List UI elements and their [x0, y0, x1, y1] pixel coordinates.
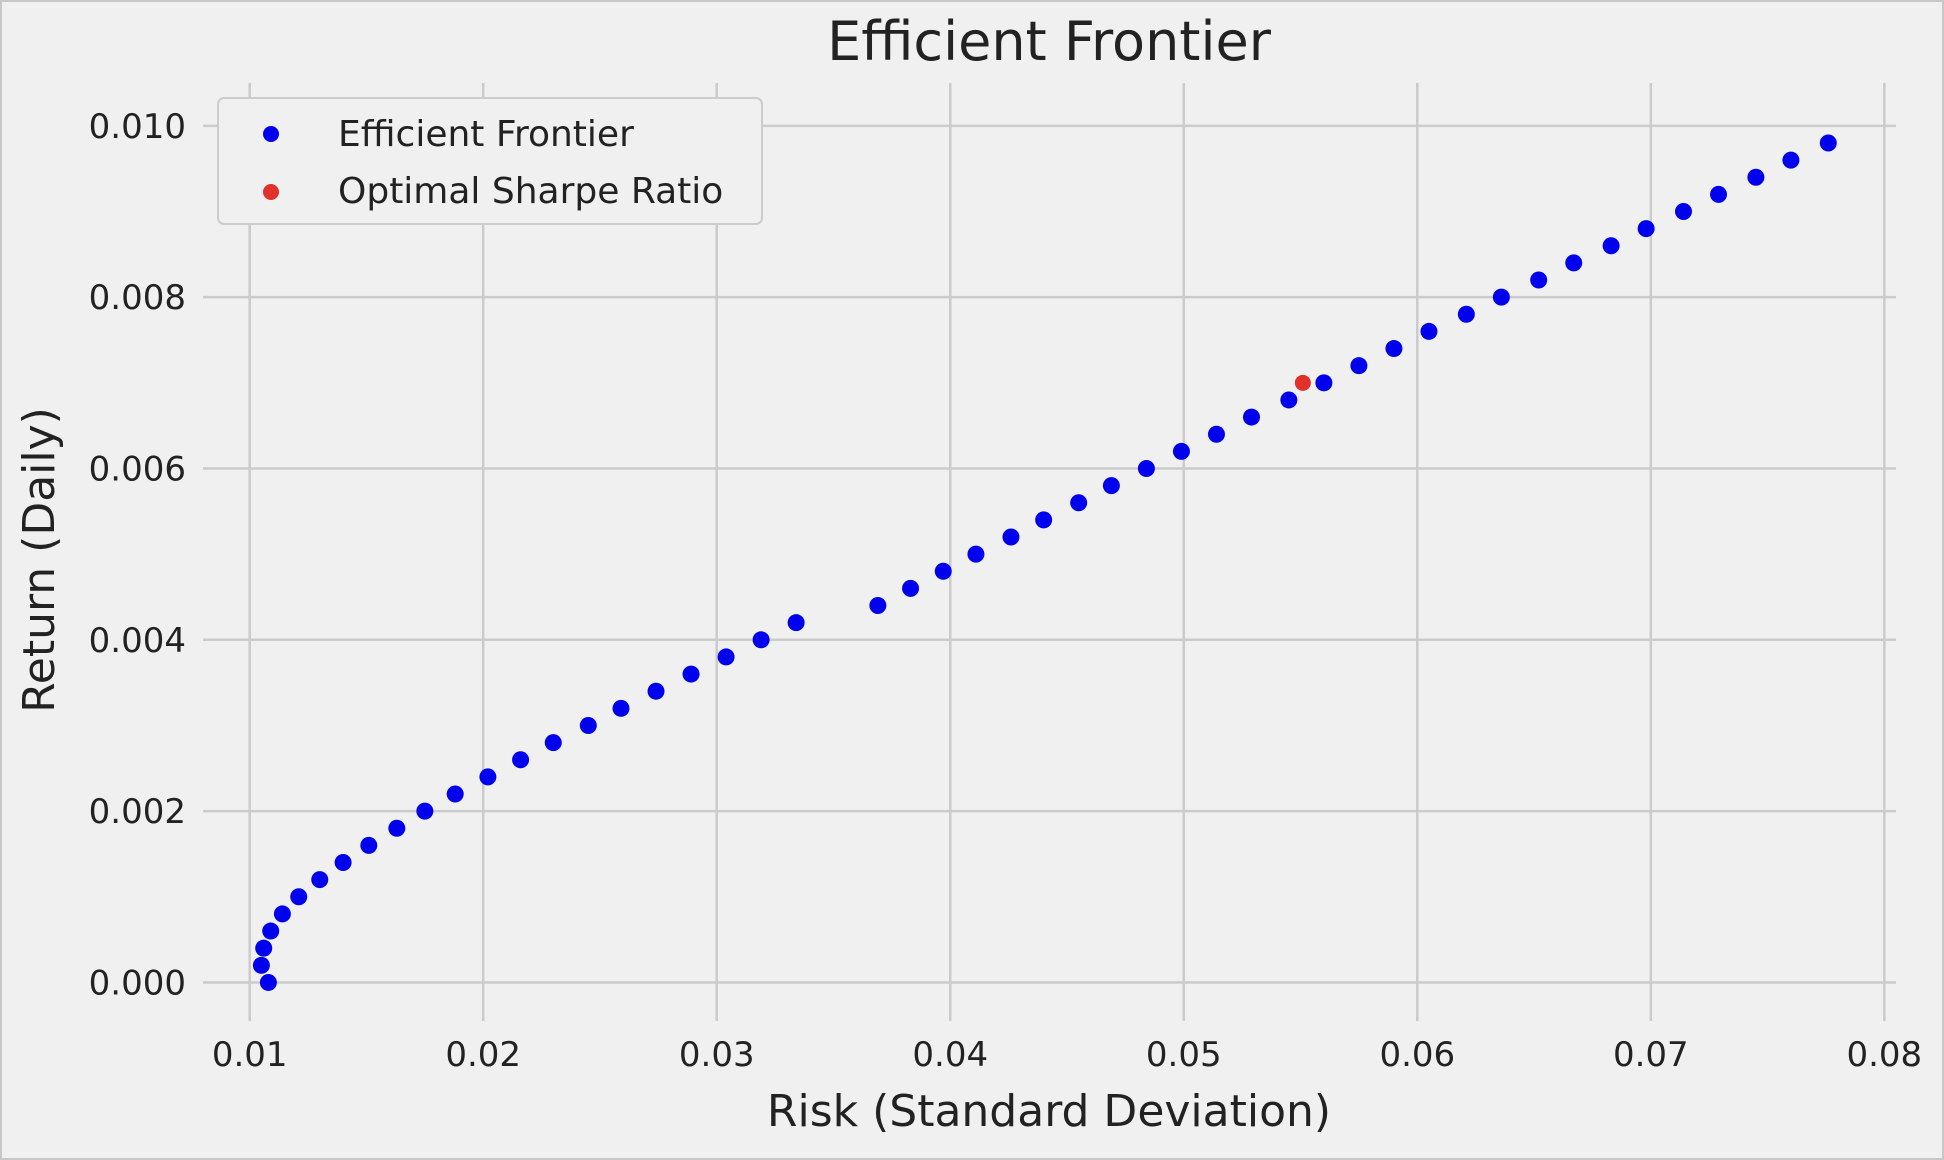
- efficient-frontier-point: [1102, 477, 1120, 495]
- efficient-frontier-point: [682, 665, 700, 683]
- y-tick-label: 0.006: [89, 449, 186, 489]
- y-axis-label: Return (Daily): [14, 407, 65, 713]
- x-tick-label: 0.03: [679, 1035, 755, 1075]
- efficient-frontier-point: [446, 785, 464, 803]
- y-tick-label: 0.002: [89, 792, 186, 832]
- efficient-frontier-point: [1674, 202, 1692, 220]
- legend-marker-optimal-sharpe-ratio: [263, 184, 279, 200]
- efficient-frontier-point: [1420, 322, 1438, 340]
- efficient-frontier-point: [1207, 425, 1225, 443]
- legend-label-efficient-frontier: Efficient Frontier: [338, 114, 634, 155]
- efficient-frontier-point: [1315, 374, 1333, 392]
- efficient-frontier-point: [334, 854, 352, 872]
- efficient-frontier-point: [1172, 442, 1190, 460]
- legend-marker-efficient-frontier: [263, 126, 279, 142]
- efficient-frontier-point: [579, 716, 597, 734]
- legend: Efficient Frontier Optimal Sharpe Ratio: [217, 97, 763, 225]
- efficient-frontier-point: [388, 819, 406, 837]
- efficient-frontier-point: [252, 956, 270, 974]
- efficient-frontier-point: [290, 888, 308, 906]
- efficient-frontier-point: [967, 545, 985, 563]
- chart-title: Efficient Frontier: [827, 10, 1272, 73]
- efficient-frontier-point: [1350, 357, 1368, 375]
- x-tick-label: 0.04: [912, 1035, 988, 1075]
- efficient-frontier-point: [1242, 408, 1260, 426]
- efficient-frontier-point: [512, 751, 530, 769]
- x-tick-label: 0.06: [1379, 1035, 1455, 1075]
- optimal-sharpe-ratio-point: [1294, 374, 1311, 391]
- efficient-frontier-point: [259, 973, 277, 991]
- efficient-frontier-point: [752, 631, 770, 649]
- y-tick-label: 0.004: [89, 621, 186, 661]
- x-tick-label: 0.07: [1613, 1035, 1689, 1075]
- data-points: [252, 134, 1837, 991]
- efficient-frontier-point: [416, 802, 434, 820]
- efficient-frontier-point: [255, 939, 273, 957]
- efficient-frontier-point: [1385, 340, 1403, 358]
- efficient-frontier-point: [1137, 459, 1155, 477]
- efficient-frontier-point: [787, 614, 805, 632]
- efficient-frontier-point: [1565, 254, 1583, 272]
- efficient-frontier-point: [1070, 494, 1088, 512]
- tick-labels: 0.01 0.02 0.03 0.04 0.05 0.06 0.07 0.08 0.000 0.0…: [89, 107, 1923, 1075]
- x-tick-label: 0.01: [212, 1035, 288, 1075]
- x-tick-label: 0.08: [1846, 1035, 1922, 1075]
- x-axis-label: Risk (Standard Deviation): [767, 1086, 1331, 1137]
- efficient-frontier-point: [869, 597, 887, 615]
- efficient-frontier-point: [1747, 168, 1765, 186]
- efficient-frontier-point: [1637, 220, 1655, 238]
- efficient-frontier-point: [902, 579, 920, 597]
- efficient-frontier-point: [612, 699, 630, 717]
- efficient-frontier-point: [1602, 237, 1620, 255]
- y-tick-label: 0.000: [89, 963, 186, 1003]
- efficient-frontier-point: [262, 922, 280, 940]
- efficient-frontier-point: [1457, 305, 1475, 323]
- x-tick-label: 0.02: [445, 1035, 521, 1075]
- efficient-frontier-point: [360, 836, 378, 854]
- y-tick-label: 0.010: [89, 107, 186, 147]
- efficient-frontier-point: [1819, 134, 1837, 152]
- legend-box: [217, 97, 763, 225]
- efficient-frontier-point: [1492, 288, 1510, 306]
- efficient-frontier-point: [647, 682, 665, 700]
- efficient-frontier-point: [934, 562, 952, 580]
- efficient-frontier-point: [1530, 271, 1548, 289]
- efficient-frontier-point: [1002, 528, 1020, 546]
- efficient-frontier-point: [1782, 151, 1800, 169]
- efficient-frontier-point: [311, 871, 329, 889]
- efficient-frontier-point: [273, 905, 291, 923]
- y-tick-label: 0.008: [89, 278, 186, 318]
- efficient-frontier-point: [717, 648, 735, 666]
- efficient-frontier-point: [544, 734, 562, 752]
- efficient-frontier-point: [1280, 391, 1298, 409]
- x-tick-label: 0.05: [1146, 1035, 1222, 1075]
- efficient-frontier-point: [479, 768, 497, 786]
- efficient-frontier-point: [1710, 185, 1728, 203]
- legend-label-optimal-sharpe-ratio: Optimal Sharpe Ratio: [338, 171, 723, 212]
- efficient-frontier-point: [1035, 511, 1053, 529]
